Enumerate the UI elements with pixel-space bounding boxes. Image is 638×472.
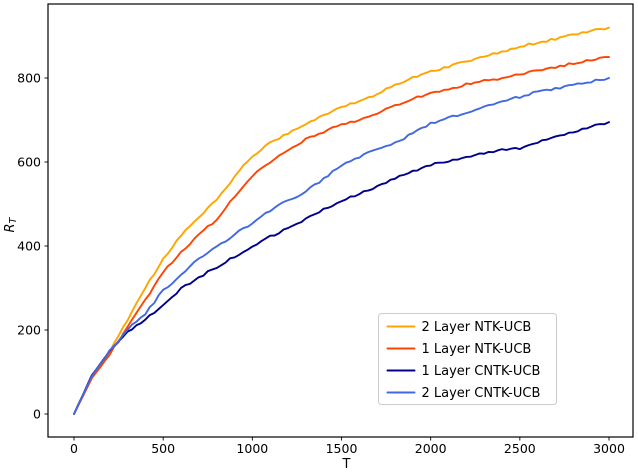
y-axis-tick-label: 0 [33,407,41,422]
y-axis-title: RT [3,216,19,232]
legend-box [378,313,557,405]
x-axis-tick-label: 2500 [504,441,536,456]
series-line-2-layer-ntk-ucb [73,26,610,415]
x-axis-tick-label: 0 [70,441,78,456]
x-axis-tick-label: 3000 [593,441,625,456]
legend-label-4: 2 Layer CNTK-UCB [422,386,541,401]
legend-label-3: 1 Layer CNTK-UCB [422,364,541,379]
x-axis-tick-label: 2000 [415,441,447,456]
series-line-1-layer-ntk-ucb [73,56,610,415]
x-axis-tick-label: 500 [151,441,175,456]
x-axis-tick-label: 1000 [236,441,268,456]
y-axis-tick-label: 400 [17,239,41,254]
y-axis-tick-label: 600 [17,155,41,170]
legend-label-1: 2 Layer NTK-UCB [422,320,532,335]
series-line-1-layer-cntk-ucb [73,121,610,415]
legend-label-2: 1 Layer NTK-UCB [422,342,532,357]
y-axis-tick-label: 200 [17,323,41,338]
x-axis-tick-label: 1500 [326,441,358,456]
series-line-2-layer-cntk-ucb [73,77,610,415]
x-axis-title: T [342,457,351,472]
y-axis-tick-label: 800 [17,71,41,86]
